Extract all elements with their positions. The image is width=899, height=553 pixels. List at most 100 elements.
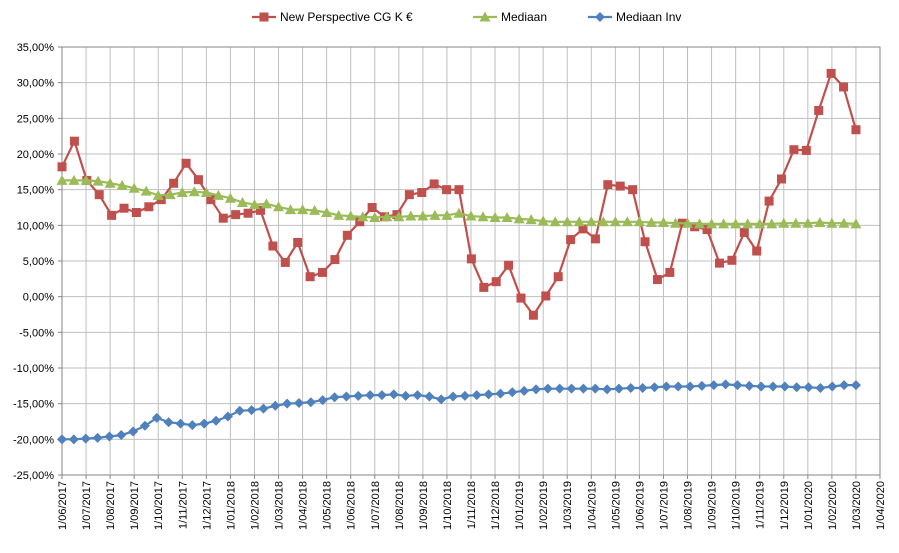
x-tick-label: 1/02/2019 bbox=[538, 481, 550, 530]
data-point bbox=[706, 218, 718, 229]
x-tick-label: 1/10/2017 bbox=[153, 481, 165, 530]
x-tick-label: 1/03/2018 bbox=[274, 481, 286, 530]
x-tick-label: 1/03/2020 bbox=[851, 481, 863, 530]
x-tick-label: 1/03/2019 bbox=[562, 481, 574, 530]
data-point bbox=[365, 390, 376, 401]
data-point bbox=[282, 398, 293, 409]
data-point bbox=[826, 217, 838, 228]
data-point bbox=[454, 185, 464, 195]
data-point bbox=[273, 201, 285, 212]
data-point bbox=[218, 213, 228, 223]
data-point bbox=[441, 209, 453, 220]
data-point bbox=[69, 136, 79, 146]
data-point bbox=[661, 381, 672, 392]
y-tick-label: 25,00% bbox=[17, 113, 55, 125]
data-point bbox=[665, 267, 675, 277]
data-point bbox=[528, 310, 538, 320]
x-tick-label: 1/02/2020 bbox=[827, 481, 839, 530]
data-point bbox=[790, 217, 802, 228]
data-point bbox=[261, 198, 272, 209]
data-point bbox=[578, 224, 588, 234]
series-0 bbox=[57, 68, 861, 320]
data-point bbox=[756, 381, 767, 392]
data-point bbox=[367, 203, 377, 212]
data-point bbox=[231, 210, 241, 220]
data-point bbox=[393, 211, 405, 222]
data-point bbox=[637, 382, 648, 393]
legend-marker bbox=[595, 12, 605, 22]
x-tick-label: 1/12/2017 bbox=[201, 481, 213, 530]
data-point bbox=[222, 411, 233, 422]
y-tick-label: 10,00% bbox=[17, 220, 55, 232]
data-point bbox=[838, 217, 850, 228]
data-point bbox=[495, 388, 506, 399]
data-point bbox=[720, 379, 731, 390]
data-point bbox=[404, 190, 414, 200]
data-point bbox=[739, 227, 749, 237]
data-point bbox=[139, 420, 150, 431]
data-point bbox=[491, 277, 501, 287]
data-point bbox=[341, 391, 352, 402]
data-point bbox=[417, 210, 429, 221]
data-point bbox=[566, 383, 577, 394]
chart-series bbox=[56, 68, 862, 445]
x-tick-label: 1/09/2018 bbox=[418, 481, 430, 530]
data-point bbox=[442, 185, 452, 195]
data-point bbox=[652, 275, 662, 285]
data-point bbox=[309, 204, 321, 215]
data-point bbox=[685, 381, 696, 392]
data-point bbox=[357, 211, 369, 222]
data-point bbox=[268, 241, 278, 251]
data-point bbox=[778, 217, 790, 228]
data-point bbox=[321, 206, 333, 217]
data-point bbox=[718, 218, 730, 229]
x-axis-tick-labels: 1/06/2017 1/07/2017 1/08/2017 1/09/2017 1/10… bbox=[57, 481, 887, 530]
x-tick-label: 1/07/2017 bbox=[81, 481, 93, 530]
data-point bbox=[850, 218, 862, 229]
data-point bbox=[827, 381, 838, 392]
data-point bbox=[144, 202, 154, 212]
data-point bbox=[730, 218, 742, 229]
y-tick-label: -25,00% bbox=[13, 470, 54, 482]
data-point bbox=[673, 381, 684, 392]
data-point bbox=[193, 175, 203, 185]
data-point bbox=[489, 211, 501, 222]
x-tick-label: 1/01/2020 bbox=[803, 481, 815, 530]
data-point bbox=[163, 417, 174, 428]
data-point bbox=[68, 434, 79, 445]
data-point bbox=[329, 392, 340, 403]
data-point bbox=[57, 434, 67, 445]
data-point bbox=[839, 380, 850, 391]
data-point bbox=[318, 267, 328, 277]
data-point bbox=[553, 272, 563, 282]
data-point bbox=[293, 237, 303, 247]
y-tick-label: -5,00% bbox=[19, 327, 54, 339]
data-point bbox=[801, 145, 811, 155]
chart-legend: New Perspective CG K € Mediaan Mediaan Inv bbox=[252, 10, 681, 24]
data-point bbox=[305, 272, 315, 282]
data-point bbox=[116, 179, 128, 190]
data-point bbox=[152, 189, 164, 200]
data-point bbox=[355, 217, 365, 227]
data-point bbox=[388, 389, 399, 400]
data-point bbox=[640, 237, 650, 247]
data-point bbox=[764, 196, 774, 206]
data-point bbox=[412, 390, 423, 401]
data-point bbox=[246, 405, 257, 416]
data-point bbox=[297, 204, 309, 215]
data-point bbox=[519, 385, 530, 396]
data-point bbox=[714, 258, 724, 268]
data-point bbox=[477, 211, 489, 222]
data-point bbox=[128, 426, 139, 437]
data-point bbox=[57, 162, 67, 172]
x-tick-label: 1/04/2020 bbox=[875, 481, 887, 530]
x-tick-label: 1/10/2019 bbox=[731, 481, 743, 530]
data-point bbox=[561, 216, 573, 227]
data-point bbox=[504, 260, 514, 270]
data-point bbox=[850, 380, 861, 391]
data-point bbox=[507, 387, 518, 398]
data-point bbox=[392, 210, 402, 220]
data-point bbox=[573, 216, 585, 227]
x-tick-label: 1/12/2018 bbox=[490, 481, 502, 530]
data-point bbox=[376, 390, 387, 401]
